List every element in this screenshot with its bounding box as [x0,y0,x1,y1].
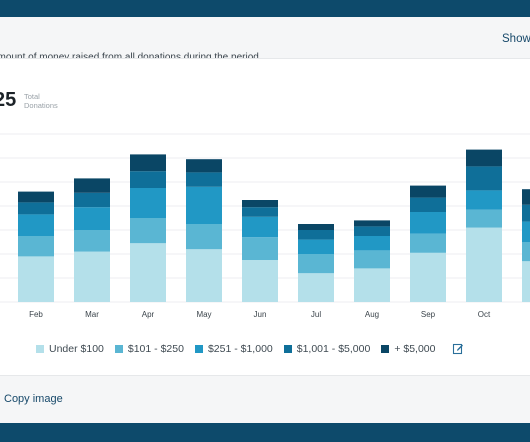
legend-item-over-5000[interactable]: + $5,000 [381,343,435,355]
bar-segment-feb-0[interactable] [18,256,54,302]
bar-segment-oct-3[interactable] [466,166,502,191]
legend-item-101-250[interactable]: $101 - $250 [114,343,184,355]
x-tick-label: Oct [478,310,491,319]
bar-segment-mar-4[interactable] [74,178,110,193]
bar-segment-aug-3[interactable] [354,226,390,236]
x-tick-label: Apr [142,310,155,319]
bar-jun[interactable] [242,200,278,302]
bar-segment-aug-1[interactable] [354,250,390,269]
bar-segment-feb-3[interactable] [18,202,54,215]
bar-segment-aug-2[interactable] [354,236,390,251]
bar-segment-sep-0[interactable] [410,252,446,302]
bar-segment-mar-3[interactable] [74,192,110,208]
bar-segment-nov-3[interactable] [522,204,530,222]
bar-segment-mar-0[interactable] [74,251,110,302]
legend-swatch [283,345,292,353]
legend-item-under-100[interactable]: Under $100 [36,343,104,355]
bar-segment-may-1[interactable] [186,224,222,250]
copy-image-button[interactable]: Copy image [4,393,63,405]
legend-swatch [194,345,203,353]
x-tick-label: Jul [311,310,321,319]
x-tick-label: Mar [85,310,99,319]
legend-label: + $5,000 [394,343,436,355]
chart-description: amount of money raised from all donation… [0,52,259,63]
bar-segment-oct-1[interactable] [466,209,502,228]
bar-segment-aug-4[interactable] [354,220,390,227]
bar-mar[interactable] [74,178,110,302]
bar-segment-jun-1[interactable] [242,237,278,260]
bar-segment-oct-2[interactable] [466,190,502,210]
bar-segment-jul-2[interactable] [298,239,334,254]
bar-segment-apr-3[interactable] [130,171,166,188]
bar-segment-may-0[interactable] [186,249,222,302]
bar-segment-may-2[interactable] [186,186,222,224]
bar-nov[interactable] [522,189,530,302]
bar-segment-sep-2[interactable] [410,212,446,234]
x-tick-label: Feb [29,310,43,319]
bar-oct[interactable] [466,149,502,302]
bar-segment-feb-2[interactable] [18,214,54,236]
total-donations-value: 25 [0,89,17,111]
legend-swatch [114,345,123,353]
legend-swatch [381,345,390,353]
bar-segment-jun-3[interactable] [242,207,278,217]
x-tick-label: Sep [421,310,436,319]
legend-label: $101 - $250 [127,343,184,355]
x-tick-label: Aug [365,310,379,319]
bar-segment-jun-2[interactable] [242,216,278,238]
bar-segment-may-4[interactable] [186,159,222,173]
bar-segment-feb-1[interactable] [18,236,54,257]
x-tick-label: May [196,310,211,319]
bar-segment-mar-2[interactable] [74,207,110,230]
legend-label: $251 - $1,000 [207,343,273,355]
bar-sep[interactable] [410,185,446,302]
bar-feb[interactable] [18,191,54,302]
legend-item-251-1000[interactable]: $251 - $1,000 [194,343,273,355]
bar-segment-jul-3[interactable] [298,230,334,240]
bar-segment-jun-4[interactable] [242,200,278,208]
pencil-icon[interactable] [452,343,464,355]
bar-aug[interactable] [354,220,390,302]
bar-segment-apr-0[interactable] [130,243,166,302]
bar-segment-nov-1[interactable] [522,242,530,262]
legend-item-1001-5000[interactable]: $1,001 - $5,000 [283,343,371,355]
bar-segment-feb-4[interactable] [18,191,54,203]
bar-segment-jul-4[interactable] [298,224,334,230]
bar-segment-apr-2[interactable] [130,188,166,218]
bar-segment-mar-1[interactable] [74,230,110,252]
show-link[interactable]: Show [502,33,530,45]
legend-label: Under $100 [49,343,104,355]
bar-segment-jul-1[interactable] [298,254,334,274]
bar-segment-aug-0[interactable] [354,268,390,302]
bar-may[interactable] [186,159,222,302]
bar-segment-nov-2[interactable] [522,221,530,242]
bar-segment-nov-0[interactable] [522,261,530,302]
bar-segment-oct-0[interactable] [466,227,502,302]
bar-segment-jun-0[interactable] [242,260,278,302]
x-tick-label: Jun [254,310,267,319]
bar-apr[interactable] [130,154,166,302]
bar-segment-sep-3[interactable] [410,197,446,212]
legend-label: $1,001 - $5,000 [296,343,371,355]
bar-jul[interactable] [298,224,334,302]
bar-segment-nov-4[interactable] [522,189,530,205]
bar-segment-jul-0[interactable] [298,273,334,302]
bar-segment-sep-4[interactable] [410,185,446,198]
chart-legend: Under $100 $101 - $250 $251 - $1,000 $1,… [36,343,464,355]
bar-segment-apr-1[interactable] [130,218,166,244]
legend-swatch [36,345,44,353]
bar-segment-oct-4[interactable] [466,149,502,167]
bar-segment-may-3[interactable] [186,172,222,187]
total-donations-label: Total Donations [24,92,58,110]
bar-segment-sep-1[interactable] [410,233,446,253]
bar-segment-apr-4[interactable] [130,154,166,172]
